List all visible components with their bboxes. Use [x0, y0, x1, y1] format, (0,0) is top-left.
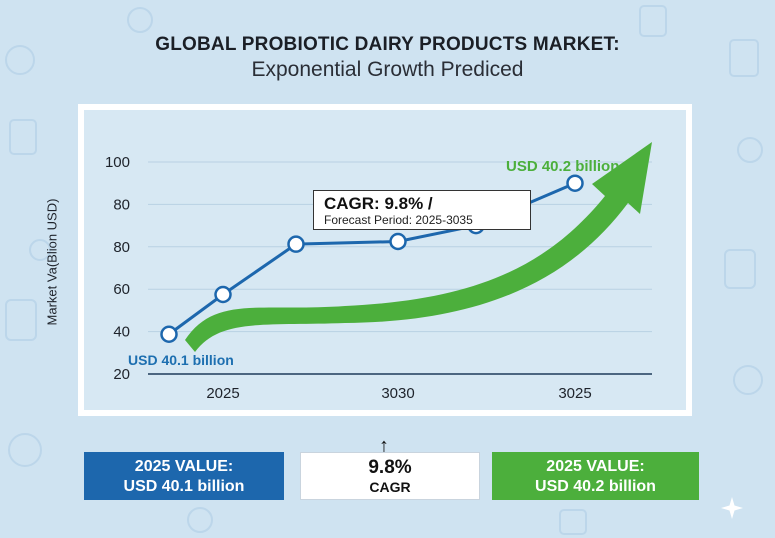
data-point	[214, 285, 232, 304]
chart-subtitle: Exponential Growth Prediced	[251, 58, 524, 81]
y-tick-label: 60	[113, 281, 130, 298]
sparkle-icon	[721, 497, 743, 519]
data-point	[287, 235, 305, 253]
y-axis-label: Market Va(Blion USD)	[44, 198, 60, 326]
y-tick-label: 80	[113, 196, 130, 213]
callout-sub-text: Forecast Period: 2025-3035	[324, 213, 473, 227]
left-box-title: 2025 VALUE:	[134, 458, 234, 475]
y-tick-label: 80	[113, 239, 130, 256]
growth-arrow	[185, 142, 652, 352]
end-value-label: USD 40.2 billion	[506, 158, 620, 175]
left-box-value: USD 40.1 billion	[123, 478, 245, 495]
plot-area	[84, 110, 686, 410]
cagr-value: 9.8%	[368, 457, 412, 478]
chart-panel	[78, 104, 692, 416]
start-value-label: USD 40.1 billion	[128, 352, 234, 368]
data-point	[389, 232, 407, 251]
x-tick-label: 3025	[558, 385, 591, 402]
y-tick-label: 40	[113, 324, 130, 341]
up-arrow-icon: ↑	[379, 435, 389, 457]
data-point	[566, 174, 584, 192]
right-summary-box: 2025 VALUE: USD 40.2 billion	[492, 452, 699, 500]
right-box-value: USD 40.2 billion	[535, 478, 656, 495]
right-box-title: 2025 VALUE:	[546, 458, 645, 475]
y-tick-label: 100	[105, 154, 130, 171]
left-summary-box: 2025 VALUE: USD 40.1 billion	[84, 452, 284, 500]
middle-summary-box: 9.8% CAGR	[300, 452, 480, 500]
data-point	[160, 325, 178, 343]
cagr-callout: CAGR: 9.8% / Forecast Period: 2025-3035	[313, 190, 531, 230]
y-tick-label: 20	[113, 366, 130, 383]
x-tick-label: 3030	[381, 385, 414, 402]
cagr-caption: CAGR	[369, 479, 411, 495]
callout-main-text: CAGR: 9.8% /	[324, 194, 433, 213]
chart-title: GLOBAL PROBIOTIC DAIRY PRODUCTS MARKET:	[155, 34, 620, 55]
x-tick-label: 2025	[206, 385, 239, 402]
